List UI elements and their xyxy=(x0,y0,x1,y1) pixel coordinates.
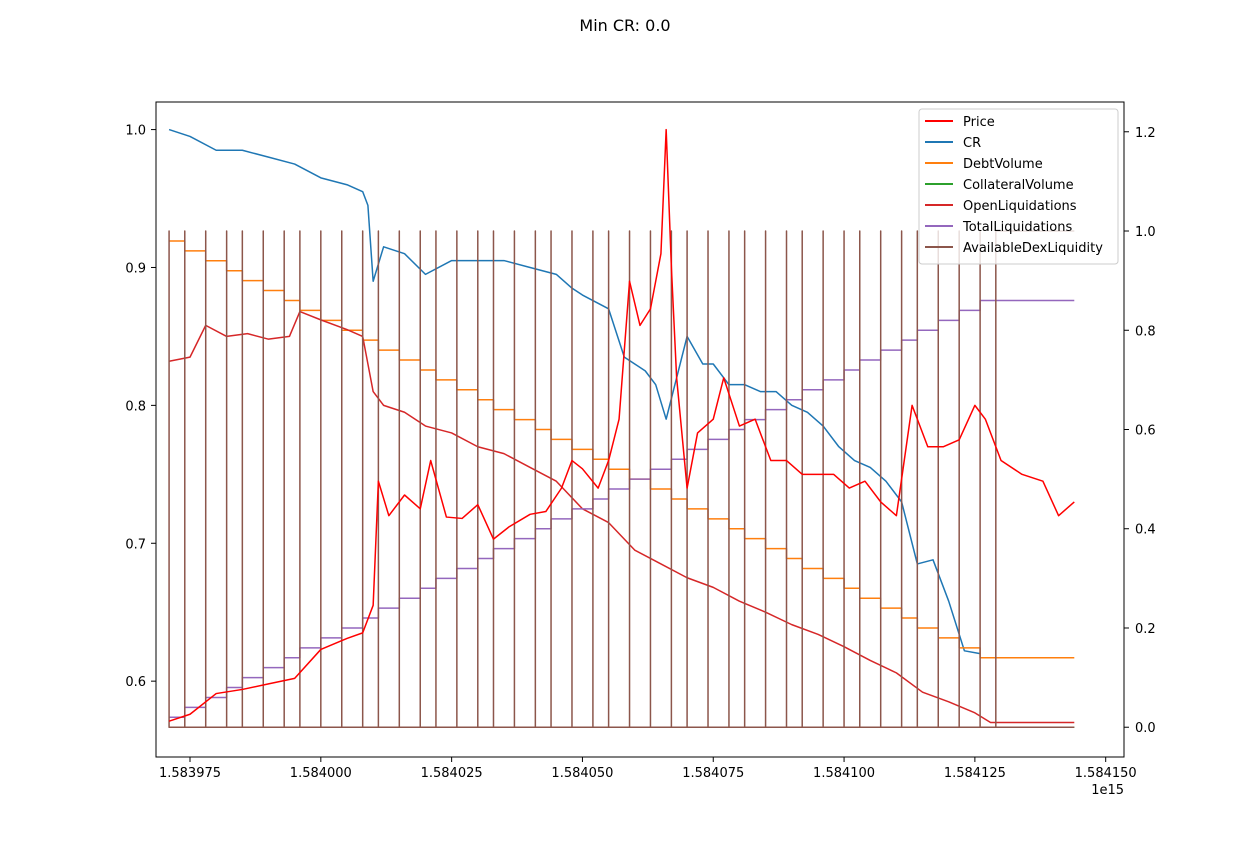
chart-title: Min CR: 0.0 xyxy=(579,16,670,35)
y-left-tick-label: 0.6 xyxy=(125,675,146,690)
series-available-dex-liquidity-line xyxy=(168,230,1075,728)
series-price-line xyxy=(168,128,1075,722)
series-open-liquidations-line xyxy=(168,310,1075,724)
x-tick-label: 1.584050 xyxy=(551,766,613,781)
x-tick-label: 1.583975 xyxy=(159,766,221,781)
y-left-tick-label: 1.0 xyxy=(125,124,146,139)
y-right-tick-label: 0.4 xyxy=(1135,523,1156,538)
y-right-tick-label: 0.8 xyxy=(1135,324,1156,339)
y-left-tick-label: 0.7 xyxy=(125,537,146,552)
legend-label-open-liquidations: OpenLiquidations xyxy=(963,199,1077,214)
y-right-tick-label: 0.2 xyxy=(1135,622,1156,637)
plot-series-group xyxy=(168,128,1075,728)
y-left-tick-label: 0.8 xyxy=(125,399,146,414)
x-offset-label: 1e15 xyxy=(1091,783,1124,798)
x-tick-label: 1.584025 xyxy=(421,766,483,781)
x-tick-label: 1.584150 xyxy=(1075,766,1137,781)
y-right-tick-label: 0.6 xyxy=(1135,424,1156,439)
legend-box xyxy=(918,108,1119,265)
x-tick-label: 1.584075 xyxy=(682,766,744,781)
legend-label-price: Price xyxy=(963,115,995,130)
series-debt-volume-line xyxy=(169,240,1075,659)
legend: Price CR DebtVolume CollateralVolume OpenLiq… xyxy=(918,108,1119,265)
y-right-tick-label: 0.0 xyxy=(1135,721,1156,736)
legend-label-debt-volume: DebtVolume xyxy=(963,157,1043,172)
x-axis: 1.583975 1.584000 1.584025 1.584050 1.584075… xyxy=(159,757,1137,781)
series-cr-line xyxy=(168,128,981,655)
series-total-liquidations-line xyxy=(169,299,1075,719)
y-right-tick-label: 1.0 xyxy=(1135,225,1156,240)
legend-label-total-liquidations: TotalLiquidations xyxy=(962,220,1072,235)
y-axis-left: 0.6 0.7 0.8 0.9 1.0 xyxy=(125,124,156,690)
legend-label-available-dex-liquidity: AvailableDexLiquidity xyxy=(963,241,1103,256)
y-axis-right: 0.0 0.2 0.4 0.6 0.8 1.0 1.2 xyxy=(1124,126,1156,736)
legend-label-collateral-volume: CollateralVolume xyxy=(963,178,1074,193)
x-tick-label: 1.584000 xyxy=(290,766,352,781)
legend-label-cr: CR xyxy=(963,136,981,151)
y-left-tick-label: 0.9 xyxy=(125,261,146,276)
y-right-tick-label: 1.2 xyxy=(1135,126,1156,141)
x-tick-label: 1.584100 xyxy=(813,766,875,781)
x-tick-label: 1.584125 xyxy=(944,766,1006,781)
